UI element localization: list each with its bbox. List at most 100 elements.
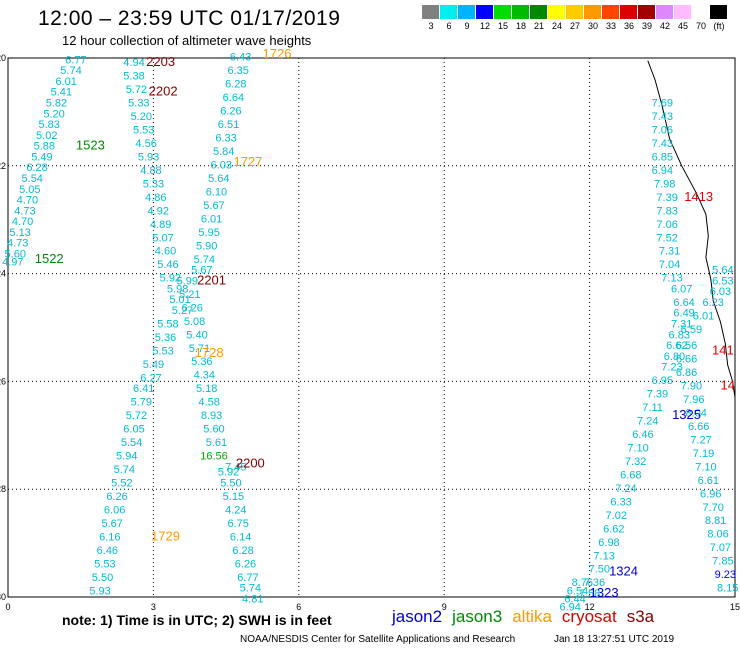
pass-time-label: 1727 [233,154,262,169]
swh-value-label: 6.95 [652,375,673,387]
swh-value-label: 5.13 [9,227,30,239]
swh-value-label: 4.81 [242,593,263,605]
swh-value-label: 5.95 [198,227,219,239]
swh-value-label: 6.28 [225,79,246,91]
swh-value-label: 6.49 [673,308,694,320]
swh-colorbar-labels: 3 6 9 12 15 18 21 24 27 30 33 36 39 42 45 70 (ft) [422,21,728,31]
swh-value-label: 6.46 [632,429,653,441]
swh-value-label: 5.49 [31,151,52,163]
swh-value-label: 7.24 [637,416,658,428]
swh-value-label: 7.85 [712,556,733,568]
swh-value-label: 5.64 [712,265,733,277]
swh-value-label: 4.24 [225,504,246,516]
swh-value-label: 6.01 [55,76,76,88]
swh-value-label: 6.28 [232,545,253,557]
swh-value-label: 6.46 [97,545,118,557]
colorbar-swatch [638,5,656,19]
swh-value-label: 7.23 [661,362,682,374]
swh-value-label: 6.35 [228,65,249,77]
lon-tick-label: 0 [5,602,10,612]
swh-value-label: 6.98 [598,537,619,549]
colorbar-swatch [602,5,620,19]
swh-value-label: 5.40 [186,329,207,341]
legend-entry-s3a: s3a [626,607,655,626]
lon-tick-label: 12 [585,602,595,612]
swh-value-label: 5.20 [43,108,64,120]
colorbar-tick-label: 18 [515,21,526,31]
colorbar-swatch [494,5,512,19]
coastline [647,60,736,398]
swh-value-label: 5.92 [160,273,181,285]
pass-time-label: 14 [720,377,734,392]
swh-value-label: 5.07 [152,232,173,244]
swh-value-label: 8.81 [705,515,726,527]
satellite-legend: jason2 jason3 altika cryosat s3a [392,607,664,627]
swh-value-label: 5.60 [5,248,26,260]
swh-value-label: 5.53 [94,558,115,570]
colorbar-swatch [440,5,458,19]
swh-value-label: 7.24 [615,483,636,495]
swh-value-label: 6.94 [652,165,673,177]
swh-value-label: 6.27 [140,372,161,384]
swh-value-label: 5.67 [203,200,224,212]
swh-value-label: 7.13 [661,273,682,285]
swh-value-label: 6.01 [693,310,714,322]
swh-value-label: 7.43 [652,138,673,150]
swh-value-label: 8.15 [717,583,738,595]
swh-value-label: 7.06 [652,124,673,136]
swh-value-label: 6.26 [235,558,256,570]
colorbar-tick-label: 36 [623,21,634,31]
swh-value-label: 7.31 [659,246,680,258]
pass-time-label: 1523 [76,138,105,153]
swh-value-label: 5.05 [19,184,40,196]
swh-value-label: 6.80 [664,351,685,363]
swh-value-label: 6.66 [688,421,709,433]
swh-value-label: 7.98 [654,178,675,190]
swh-value-label: 5.02 [36,130,57,142]
generation-timestamp: Jan 18 13:27:51 UTC 2019 [554,634,675,645]
swh-value-label: 6.06 [104,504,125,516]
swh-value-label: 5.33 [143,178,164,190]
lat-tick-label: 20 [0,53,6,63]
swh-value-label: 6.77 [65,54,86,66]
legend-entry-jason2: jason2 [392,607,443,626]
swh-value-label: 7.69 [652,98,673,110]
swh-value-label: 6.07 [671,283,692,295]
swh-value-label: 5.72 [126,84,147,96]
swh-value-label: 5.74 [60,65,81,77]
swh-value-label: 5.83 [38,119,59,131]
swh-value-label: 7.52 [656,232,677,244]
pass-time-label: 1729 [151,528,180,543]
swh-value-label: 5.21 [179,289,200,301]
swh-value-label: 4.34 [194,370,215,382]
lat-tick-label: 24 [0,269,6,279]
swh-value-label: 6.10 [206,186,227,198]
swh-value-label: 4.60 [155,246,176,258]
swh-value-label: 5.49 [143,359,164,371]
swh-value-label: 4.89 [150,219,171,231]
swh-value-label: 7.83 [656,205,677,217]
pass-time-label: 1413 [684,189,713,204]
swh-value-label: 7.04 [659,259,680,271]
colorbar-swatch [476,5,494,19]
legend-entry-cryosat: cryosat [561,607,617,626]
swh-value-label: 5.82 [46,98,67,110]
swh-value-label: 5.67 [191,265,212,277]
colorbar-swatch [422,5,440,19]
swh-value-label: 4.94 [123,57,144,69]
swh-value-label: 5.92 [218,467,239,479]
swh-value-label: 5.50 [92,572,113,584]
swh-value-label: 4.58 [198,397,219,409]
swh-value-label: 5.61 [206,437,227,449]
swh-value-label: 5.79 [131,397,152,409]
swh-value-label: 6.26 [106,491,127,503]
map-frame [7,57,736,598]
swh-value-label: 7.07 [710,542,731,554]
lon-tick-label: 15 [730,602,740,612]
swh-value-label: 6.86 [676,367,697,379]
footnote: note: 1) Time is in UTC; 2) SWH is in fe… [62,612,332,628]
swh-value-label: 5.38 [123,71,144,83]
swh-value-label: 6.96 [700,488,721,500]
swh-value-label: 6.44 [564,593,585,605]
swh-value-label: 5.98 [167,283,188,295]
